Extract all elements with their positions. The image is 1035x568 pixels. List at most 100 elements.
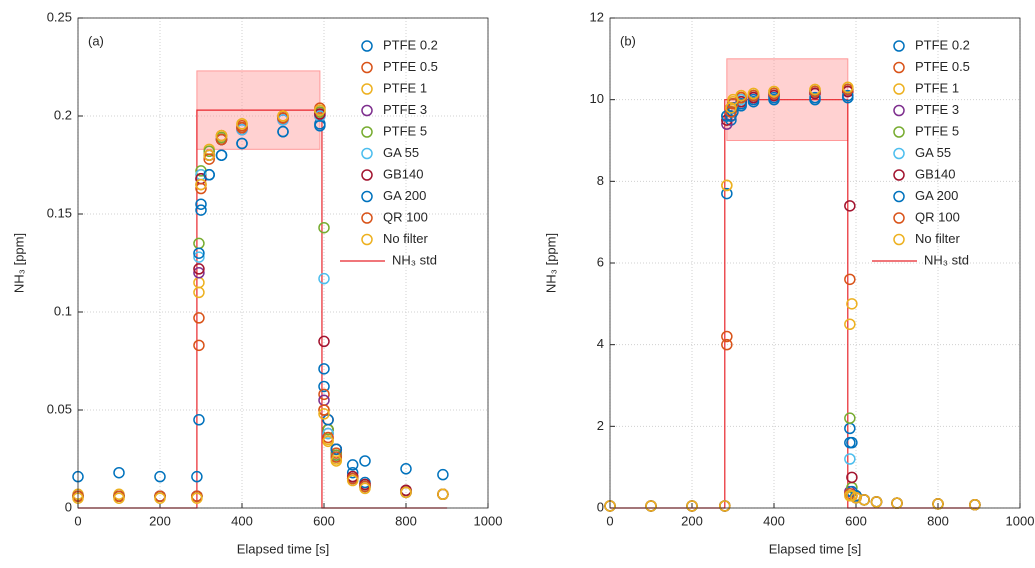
- data-point: [719, 500, 731, 512]
- y-tick-label: 4: [597, 336, 604, 351]
- data-point: [314, 120, 326, 132]
- legend-marker: [893, 212, 905, 224]
- data-point: [735, 89, 747, 102]
- panel: 0 2 4 6 8 10 12 0 200 400 600 800 1000 (b) Elapsed tim…: [543, 9, 1034, 556]
- data-point: [330, 455, 343, 467]
- data-point: [195, 182, 207, 195]
- legend-label: PTFE 0.5: [383, 59, 438, 74]
- data-point: [322, 431, 334, 444]
- y-tick-label: 8: [597, 173, 604, 188]
- data-point: [842, 81, 854, 94]
- legend-label: PTFE 3: [383, 102, 427, 117]
- legend-marker: [361, 190, 373, 203]
- data-point: [721, 187, 733, 200]
- legend-marker: [893, 83, 905, 95]
- legend-label: PTFE 5: [383, 123, 427, 138]
- data-point: [318, 335, 330, 348]
- legend-label: QR 100: [383, 209, 428, 224]
- data-point: [191, 492, 203, 504]
- x-tick-label: 800: [395, 513, 417, 528]
- legend-label: PTFE 3: [915, 102, 959, 117]
- data-point: [768, 91, 780, 104]
- data-point: [844, 318, 856, 330]
- data-point: [400, 463, 412, 475]
- data-point: [193, 312, 205, 324]
- data-point: [330, 443, 343, 455]
- legend-label: PTFE 1: [915, 80, 959, 95]
- x-tick-label: 400: [231, 513, 253, 528]
- data-point: [318, 221, 330, 234]
- data-point: [359, 482, 371, 495]
- legend-label: NH₃ std: [392, 252, 437, 267]
- x-tick-label: 0: [74, 513, 81, 528]
- data-point: [215, 133, 228, 146]
- data-point: [193, 251, 205, 263]
- y-axis-label: NH₃ [ppm]: [543, 233, 558, 293]
- data-point: [437, 488, 449, 501]
- legend-label: GA 200: [383, 188, 426, 203]
- legend-label: GA 55: [383, 145, 419, 160]
- data-point: [359, 455, 371, 467]
- data-point: [193, 339, 205, 352]
- legend-label: NH₃ std: [924, 252, 969, 267]
- data-point: [969, 498, 981, 511]
- legend-label: PTFE 1: [383, 80, 427, 95]
- data-point: [195, 204, 207, 216]
- data-point: [322, 427, 334, 440]
- x-tick-label: 1000: [474, 513, 503, 528]
- legend-marker: [893, 61, 905, 74]
- data-point: [203, 153, 215, 165]
- legend-marker: [893, 233, 905, 246]
- data-point: [236, 118, 248, 130]
- data-point: [721, 330, 733, 343]
- legend-label: GB140: [915, 166, 955, 181]
- legend-label: GB140: [383, 166, 423, 181]
- legend-marker: [893, 190, 905, 203]
- legend-label: No filter: [383, 231, 428, 246]
- data-point: [846, 298, 858, 310]
- legend-marker: [361, 233, 373, 246]
- y-tick-label: 12: [590, 9, 604, 24]
- data-point: [236, 122, 248, 134]
- legend-marker: [361, 104, 373, 117]
- x-tick-label: 200: [149, 513, 171, 528]
- legend-label: GA 55: [915, 145, 951, 160]
- data-point: [809, 91, 821, 104]
- x-axis-label: Elapsed time [s]: [237, 541, 330, 556]
- legend-marker: [893, 126, 905, 138]
- data-point: [318, 404, 330, 416]
- data-point: [846, 471, 858, 484]
- data-point: [113, 466, 125, 479]
- data-point: [721, 179, 733, 192]
- data-point: [193, 414, 205, 426]
- legend-label: QR 100: [915, 209, 960, 224]
- legend-label: No filter: [915, 231, 960, 246]
- panel-label: (b): [620, 33, 636, 48]
- x-axis-label: Elapsed time [s]: [769, 541, 862, 556]
- y-tick-label: 0.25: [47, 9, 72, 24]
- x-tick-label: 600: [313, 513, 335, 528]
- legend-marker: [361, 147, 373, 160]
- legend-marker: [361, 169, 373, 181]
- legend-label: PTFE 0.2: [383, 37, 438, 52]
- legend-marker: [893, 169, 905, 181]
- data-point: [721, 338, 733, 351]
- data-point: [747, 87, 760, 100]
- data-point: [322, 414, 334, 426]
- data-point: [203, 145, 215, 158]
- y-tick-label: 0: [65, 499, 72, 514]
- legend-marker: [361, 40, 373, 52]
- x-tick-label: 600: [845, 513, 867, 528]
- legend-label: PTFE 0.5: [915, 59, 970, 74]
- legend-label: GA 200: [915, 188, 958, 203]
- data-point: [193, 286, 205, 299]
- data-point: [725, 110, 737, 122]
- data-point: [113, 492, 125, 504]
- legend-marker: [361, 61, 373, 74]
- data-point: [215, 149, 228, 161]
- axes-box: [609, 17, 1021, 509]
- data-point: [314, 104, 326, 116]
- data-point: [768, 85, 780, 98]
- axes-box: [77, 17, 489, 509]
